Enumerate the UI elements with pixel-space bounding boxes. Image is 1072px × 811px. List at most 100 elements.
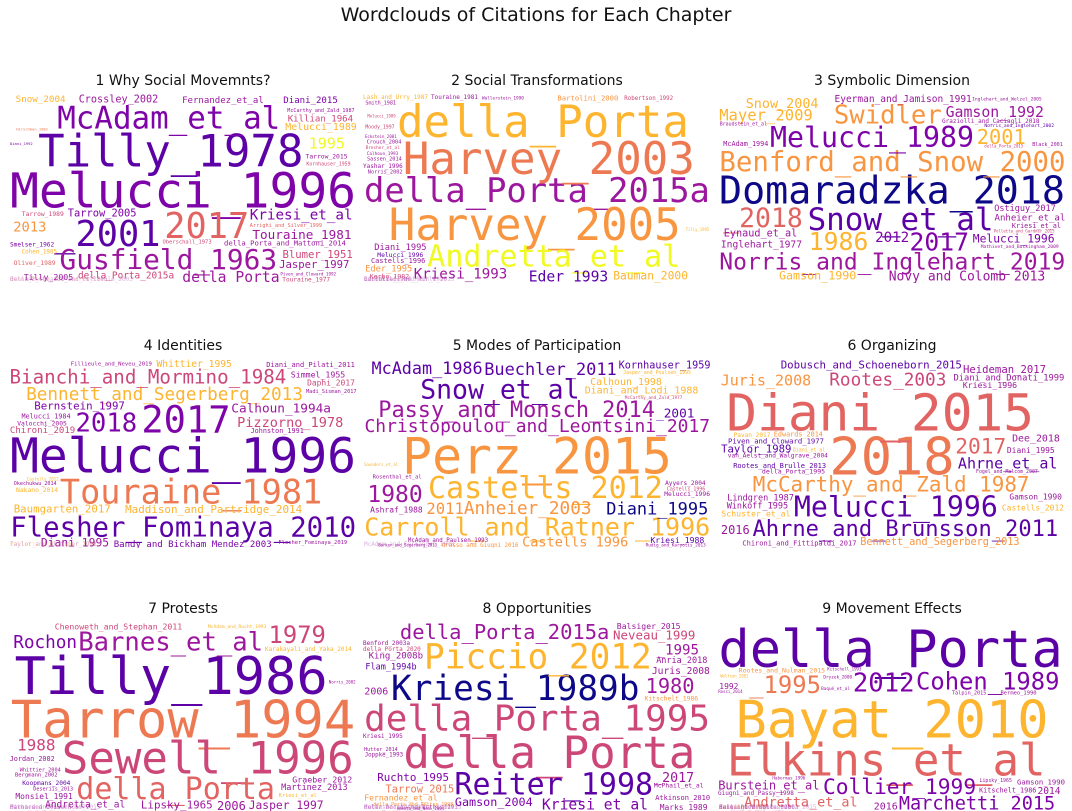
wordcloud-word: Habermas_1996: [772, 775, 805, 780]
wordcloud-word: Eder_1995: [365, 264, 412, 274]
wordcloud-word: Rootes_and_Brulle_2013: [733, 461, 826, 470]
wordcloud: Tarrow_1994 Tilly_1986 Sewell_1996 della_Po…: [8, 621, 358, 811]
wordcloud-word: Moody_1997: [365, 125, 394, 131]
panel-title: 4 Identities: [143, 338, 223, 354]
wordcloud-word: McCarthy_and_Zald_1987: [753, 473, 1030, 497]
wordcloud-word: della_Porta_and_Tarrow_2005: [10, 276, 108, 283]
wordcloud-word: 2006: [364, 686, 388, 697]
wordcloud-word: Novy_and_Colomb_2013: [889, 269, 1046, 283]
panel-title: 7 Protests: [148, 601, 218, 617]
wordcloud-word: Anheier_2003: [464, 499, 592, 519]
wordcloud-word: Piccio_2012: [424, 638, 652, 678]
wordcloud-word: Kriesi_et_al: [279, 793, 317, 799]
wordcloud-word: Kriesi_1989b: [391, 669, 639, 709]
wordcloud-word: Bartolini_2000: [557, 94, 618, 103]
wordcloud-word: Elkins_et_al: [727, 735, 1045, 786]
wordcloud-word: Piven_and_Cloward_1977: [728, 436, 824, 445]
wordcloud-word: Gamson_1992: [946, 103, 1044, 121]
wordcloud-word: Marks_1989: [660, 803, 708, 811]
wordcloud-word: Ahrne_et_al: [958, 454, 1058, 472]
wordcloud-word: Kitschelt_1986: [645, 695, 699, 703]
wordcloud-word: _2001: [54, 214, 160, 255]
panel-title: 6 Organizing: [847, 338, 937, 354]
wordcloud-word: Tarrow_2015: [306, 153, 348, 160]
wordcloud-word: Barker_and_Segerberg_2013: [378, 542, 437, 547]
wordcloud-word: Dobusch_and_Schoeneborn_2015: [781, 359, 962, 372]
wordcloud-word: Taylor_1989: [721, 442, 791, 455]
wordcloud-word: Melucci_1996: [794, 491, 998, 525]
wordcloud-word: Tarrow_2015: [386, 784, 455, 796]
wordcloud-word: Bernard_and_Lavender_2015: [10, 804, 101, 811]
wordcloud-word: Talpin_2015: [952, 690, 987, 696]
wordcloud-word: Fernandez_et_al: [182, 96, 264, 106]
wordcloud-word: Jasper_and_Poulsen_1995: [623, 370, 691, 376]
wordcloud-word: Fillieule_and_Neveu_2019: [71, 362, 152, 368]
wordcloud-word: Sewell_1996: [62, 734, 354, 785]
wordcloud-word: Tarrow_1989: [22, 211, 64, 218]
wordcloud-word: Bennett_and_Segerberg_2013: [26, 385, 303, 405]
wordcloud-word: Dee_2018: [1012, 433, 1060, 444]
wordcloud-word: Burstein_et_al: [718, 779, 819, 793]
wordcloud-word: 1979: [269, 621, 326, 649]
wordcloud-word: Andretta_et_al: [427, 239, 680, 274]
wordcloud-word: McCarthy_and_Zald_1987: [287, 108, 354, 114]
wordcloud-word: della_Porta_and_Mattoni_2014: [224, 239, 347, 248]
wordcloud-word: 2017: [955, 433, 1006, 458]
panel-title: 2 Social Transformations: [451, 73, 623, 89]
wordcloud-word: 2014: [1038, 786, 1061, 797]
wordcloud-word: Diani_2015: [283, 96, 337, 106]
wordcloud-word: Robertson_1992: [624, 96, 673, 102]
wordcloud-word: Flesher_Fominaya_2010: [10, 512, 356, 543]
wordcloud-word: Norris_and_Inglehart_2019: [719, 250, 1065, 276]
wordcloud: Perz_2015 Carroll_and_Ratner_1996 Christop…: [362, 358, 712, 548]
wordcloud-word: 2017: [910, 227, 970, 256]
wordcloud-word: Kriesi_et_al: [1012, 222, 1061, 230]
wordcloud-word: Diani_and_Pilati_2011: [266, 360, 355, 369]
wordcloud-word: Kriesi_1993: [414, 267, 508, 283]
wordcloud-word: Melucci_1996: [10, 165, 356, 220]
wordcloud-word: Snow_2004: [746, 97, 819, 112]
wordcloud-word: Diani_2015: [726, 385, 1034, 444]
wordcloud-word: Eder_1993: [529, 268, 609, 283]
wordcloud: Melucci_1996 Flesher_Fominaya_2010 2017 Tou…: [8, 358, 358, 548]
wordcloud-word: Whittier_2004: [20, 767, 61, 773]
wordcloud-word: Kitschell_1993: [827, 667, 862, 672]
wordcloud-word: Smelser_1962: [10, 242, 54, 249]
wordcloud-word: Gamson_2004: [455, 795, 533, 809]
wordcloud-word: Balsiger_2015: [617, 621, 681, 631]
wordcloud-word: Flesher_Fominaya_2019: [278, 540, 347, 546]
wordcloud-word: 1988: [17, 736, 55, 755]
wordcloud-word: della_Porta_1995: [762, 468, 825, 476]
wordcloud-word: Bauman_2000: [613, 270, 688, 283]
wordcloud-word: Arrighi_and_Silver_1999: [250, 223, 322, 229]
wordcloud-word: Polletta_and_Gardner_2015: [994, 228, 1055, 233]
wordcloud-word: Swidler: [834, 101, 942, 131]
wordcloud-word: Dryzek_2000: [823, 675, 852, 681]
wordcloud-word: Bermeo_1990: [1001, 691, 1037, 697]
wordcloud-word: Wolfson_2001: [720, 674, 749, 679]
wordcloud-word: Giugni_and_Passy_1998: [718, 790, 794, 797]
wordcloud-word: Ashraf_1988: [370, 505, 423, 514]
wordcloud-word: Christopoulou_and_Leontsini_2017: [365, 416, 711, 437]
wordcloud-panel: 9 Movement Effects Bayat_2010 della_Porta E…: [717, 601, 1067, 811]
wordcloud-word: Valocchi_2005: [17, 420, 67, 427]
wordcloud-word: Rudig_and_Karyotis_2013: [646, 543, 707, 548]
wordcloud-word: Deseriis_2013: [33, 786, 73, 792]
wordcloud-word: della_Porta_2015a: [400, 621, 610, 644]
wordcloud-canvas: Melucci_1996 Flesher_Fominaya_2010 2017 Tou…: [10, 359, 357, 548]
wordcloud-word: Benford_2003a: [363, 640, 410, 647]
wordcloud-word: McPhail_et_al: [654, 783, 704, 790]
wordcloud-word: Braudstein_et_al: [720, 122, 767, 128]
wordcloud-word: Castells_2012: [27, 476, 59, 481]
wordcloud-word: Harvey_2005: [389, 200, 681, 251]
wordcloud-word: Kitschelt_1986: [979, 787, 1036, 795]
wordcloud-word: Ahrne_and_Brunsson_2011: [753, 517, 1059, 542]
wordcloud-word: 1986: [809, 227, 869, 256]
wordcloud-word: della_Porta: [718, 621, 1062, 680]
wordcloud-word: Diani_1995: [374, 243, 426, 253]
panel-title: 5 Modes of Participation: [452, 338, 622, 354]
wordcloud-word: Inglehart_and_Welzel_2005: [972, 97, 1042, 103]
wordcloud-word: van_Aelst_and_Walgrave_2004: [728, 453, 828, 460]
